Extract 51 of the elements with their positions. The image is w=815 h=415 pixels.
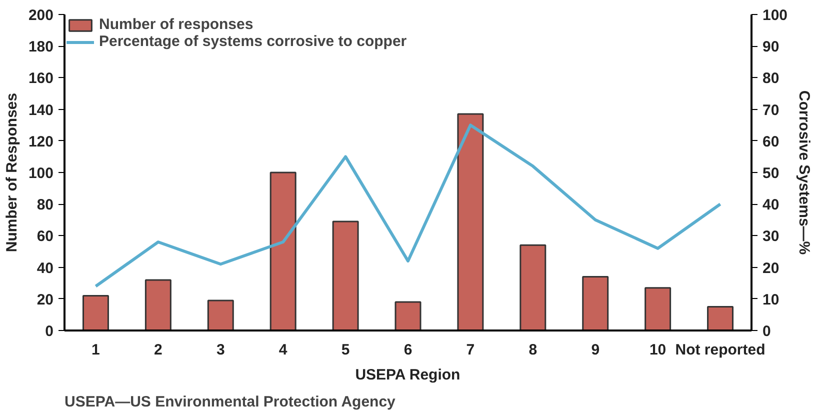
- x-tick-label: Not reported: [675, 342, 766, 358]
- y2-tick-label: 80: [762, 70, 780, 88]
- x-tick-label: 6: [404, 342, 412, 358]
- y-axis-title: Number of Responses: [3, 92, 20, 252]
- y-tick-label: 20: [36, 291, 54, 308]
- text: USEPA—US Environmental Protection Agency: [64, 394, 396, 410]
- y2-tick-label: 0: [762, 323, 771, 340]
- y2-tick-label: 40: [762, 196, 780, 214]
- x-tick-label: 2: [154, 342, 162, 358]
- legend-label: Number of responses: [99, 16, 254, 33]
- bar: [457, 113, 484, 330]
- y-tick-label: 60: [36, 228, 54, 246]
- x-tick-label: 10: [649, 342, 666, 358]
- y2-tick-label: 50: [762, 165, 780, 182]
- y-tick-label: 180: [28, 38, 54, 56]
- bar: [707, 306, 734, 330]
- y2-tick-label: 20: [762, 260, 780, 277]
- y-tick-label: 200: [28, 7, 54, 24]
- x-tick-label: 1: [92, 342, 100, 358]
- x-axis-title: USEPA Region: [355, 366, 460, 384]
- y-tick-label: 120: [28, 133, 54, 150]
- x-tick-label: 7: [466, 342, 475, 358]
- bar: [520, 244, 546, 330]
- bar: [82, 294, 109, 330]
- x-tick-label: 4: [278, 342, 288, 358]
- x-tick-label: 3: [216, 342, 225, 358]
- bar: [394, 301, 422, 330]
- y-tick-label: 160: [28, 70, 54, 88]
- y-tick-label: 0: [45, 323, 54, 340]
- bar: [582, 276, 609, 330]
- bar: [144, 279, 172, 330]
- line-series: [94, 124, 722, 288]
- y-tick-label: 100: [28, 165, 54, 182]
- y-tick-label: 40: [36, 260, 54, 277]
- x-tick-label: 9: [591, 342, 600, 358]
- y2-tick-label: 90: [762, 38, 780, 56]
- legend-label: Percentage of systems corrosive to copper: [99, 33, 407, 50]
- y2-tick-label: 30: [762, 228, 780, 246]
- y2-tick-label: 60: [762, 133, 780, 150]
- x-tick-label: 5: [341, 342, 350, 358]
- y2-tick-label: 100: [762, 7, 788, 24]
- bar: [270, 172, 296, 330]
- x-tick-label: 8: [528, 342, 538, 358]
- bar: [644, 287, 672, 330]
- y2-axis-title: Corrosive Systems—%: [796, 90, 813, 255]
- y-tick-label: 140: [28, 102, 54, 119]
- bar: [332, 220, 359, 330]
- y2-tick-label: 70: [762, 102, 780, 119]
- y2-tick-label: 10: [762, 291, 780, 308]
- bar: [207, 300, 234, 330]
- y-tick-label: 80: [36, 196, 54, 214]
